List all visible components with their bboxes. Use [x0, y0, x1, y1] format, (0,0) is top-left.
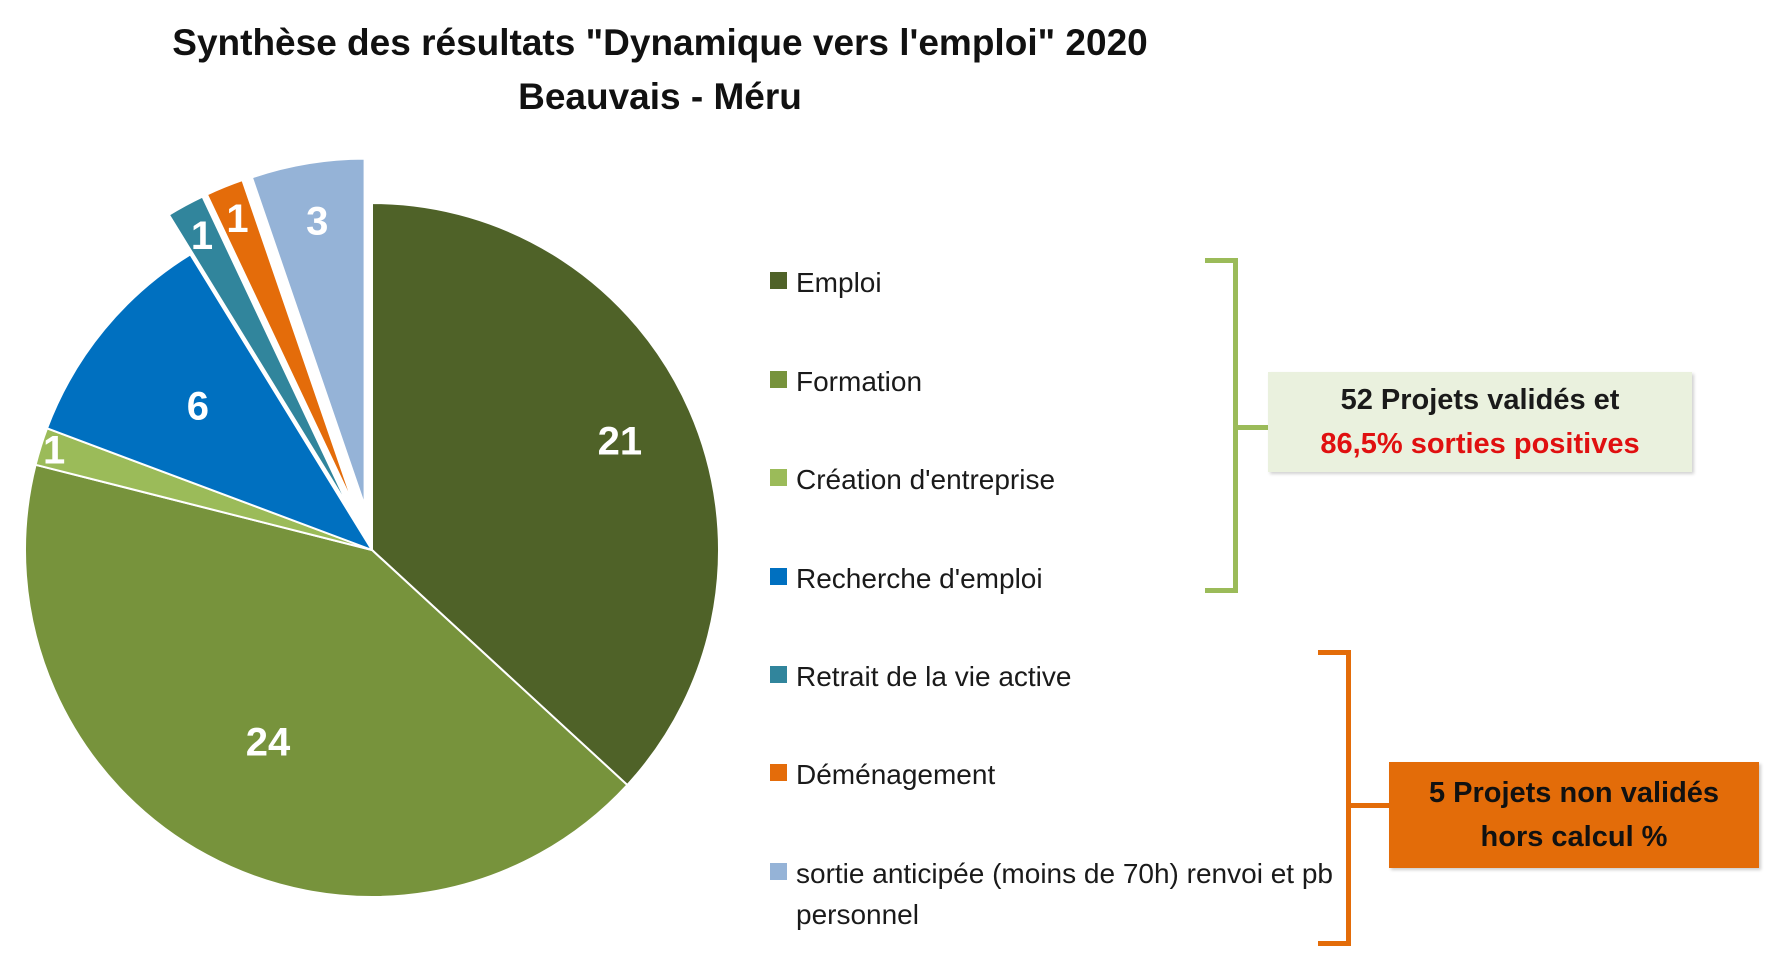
pie-slice-sortie-anticipee-moins-de-70h-renvoi-et-pb-personnel	[250, 157, 366, 506]
legend-label: sortie anticipée (moins de 70h) renvoi e…	[796, 858, 1333, 930]
legend-swatch	[770, 666, 787, 683]
pie-slice-recherche-d-emploi	[45, 253, 375, 552]
data-label-demenagement: 1	[226, 197, 248, 241]
legend-label: Recherche d'emploi	[796, 563, 1043, 594]
data-label-sortie-anticipee-moins-de-70h-renvoi-et-pb-personnel: 3	[306, 200, 328, 244]
validated-bracket-tick	[1238, 425, 1268, 430]
pie-slice-formation	[24, 463, 629, 898]
data-label-recherche-d-emploi: 6	[187, 385, 209, 429]
legend-swatch	[770, 272, 787, 289]
legend-swatch	[770, 469, 787, 486]
non-validated-bracket-tick	[1351, 803, 1389, 808]
legend-item-creation-d-entreprise: Création d'entreprise	[770, 459, 1370, 500]
legend-label: Retrait de la vie active	[796, 661, 1072, 692]
non-validated-bracket	[1318, 650, 1351, 946]
legend-item-sortie-anticipee-moins-de-70h-renvoi-et-pb-personnel: sortie anticipée (moins de 70h) renvoi e…	[770, 853, 1370, 935]
pie-slice-emploi	[371, 201, 720, 787]
chart-subtitle: Beauvais - Méru	[518, 76, 802, 117]
data-label-retrait-de-la-vie-active: 1	[191, 214, 213, 258]
legend-item-retrait-de-la-vie-active: Retrait de la vie active	[770, 656, 1370, 697]
legend-swatch	[770, 764, 787, 781]
legend-item-demenagement: Déménagement	[770, 754, 1370, 795]
validated-summary-box: 52 Projets validés et 86,5% sorties posi…	[1268, 372, 1692, 472]
non-validated-summary-box: 5 Projets non validés hors calcul %	[1389, 762, 1759, 868]
validated-bracket	[1205, 258, 1238, 593]
legend-item-emploi: Emploi	[770, 262, 1370, 303]
non-validated-summary-line2: hors calcul %	[1480, 821, 1668, 853]
validated-summary-line1: 52 Projets validés et	[1340, 384, 1620, 416]
data-label-formation: 24	[246, 720, 291, 764]
data-label-creation-d-entreprise: 1	[43, 429, 65, 473]
validated-summary-line2: 86,5% sorties positives	[1320, 428, 1640, 460]
legend-label: Emploi	[796, 267, 882, 298]
chart-title: Synthèse des résultats "Dynamique vers l…	[172, 22, 1148, 63]
data-label-emploi: 21	[598, 419, 643, 463]
legend-item-formation: Formation	[770, 361, 1370, 402]
legend-swatch	[770, 371, 787, 388]
legend-swatch	[770, 863, 787, 880]
legend-label: Déménagement	[796, 759, 996, 790]
legend-label: Formation	[796, 366, 923, 397]
pie-slice-retrait-de-la-vie-active	[167, 195, 352, 511]
legend-swatch	[770, 568, 787, 585]
legend-item-recherche-d-emploi: Recherche d'emploi	[770, 558, 1370, 599]
legend-label: Création d'entreprise	[796, 464, 1056, 495]
pie-slice-demenagement	[205, 178, 357, 509]
non-validated-summary-line1: 5 Projets non validés	[1428, 777, 1720, 809]
